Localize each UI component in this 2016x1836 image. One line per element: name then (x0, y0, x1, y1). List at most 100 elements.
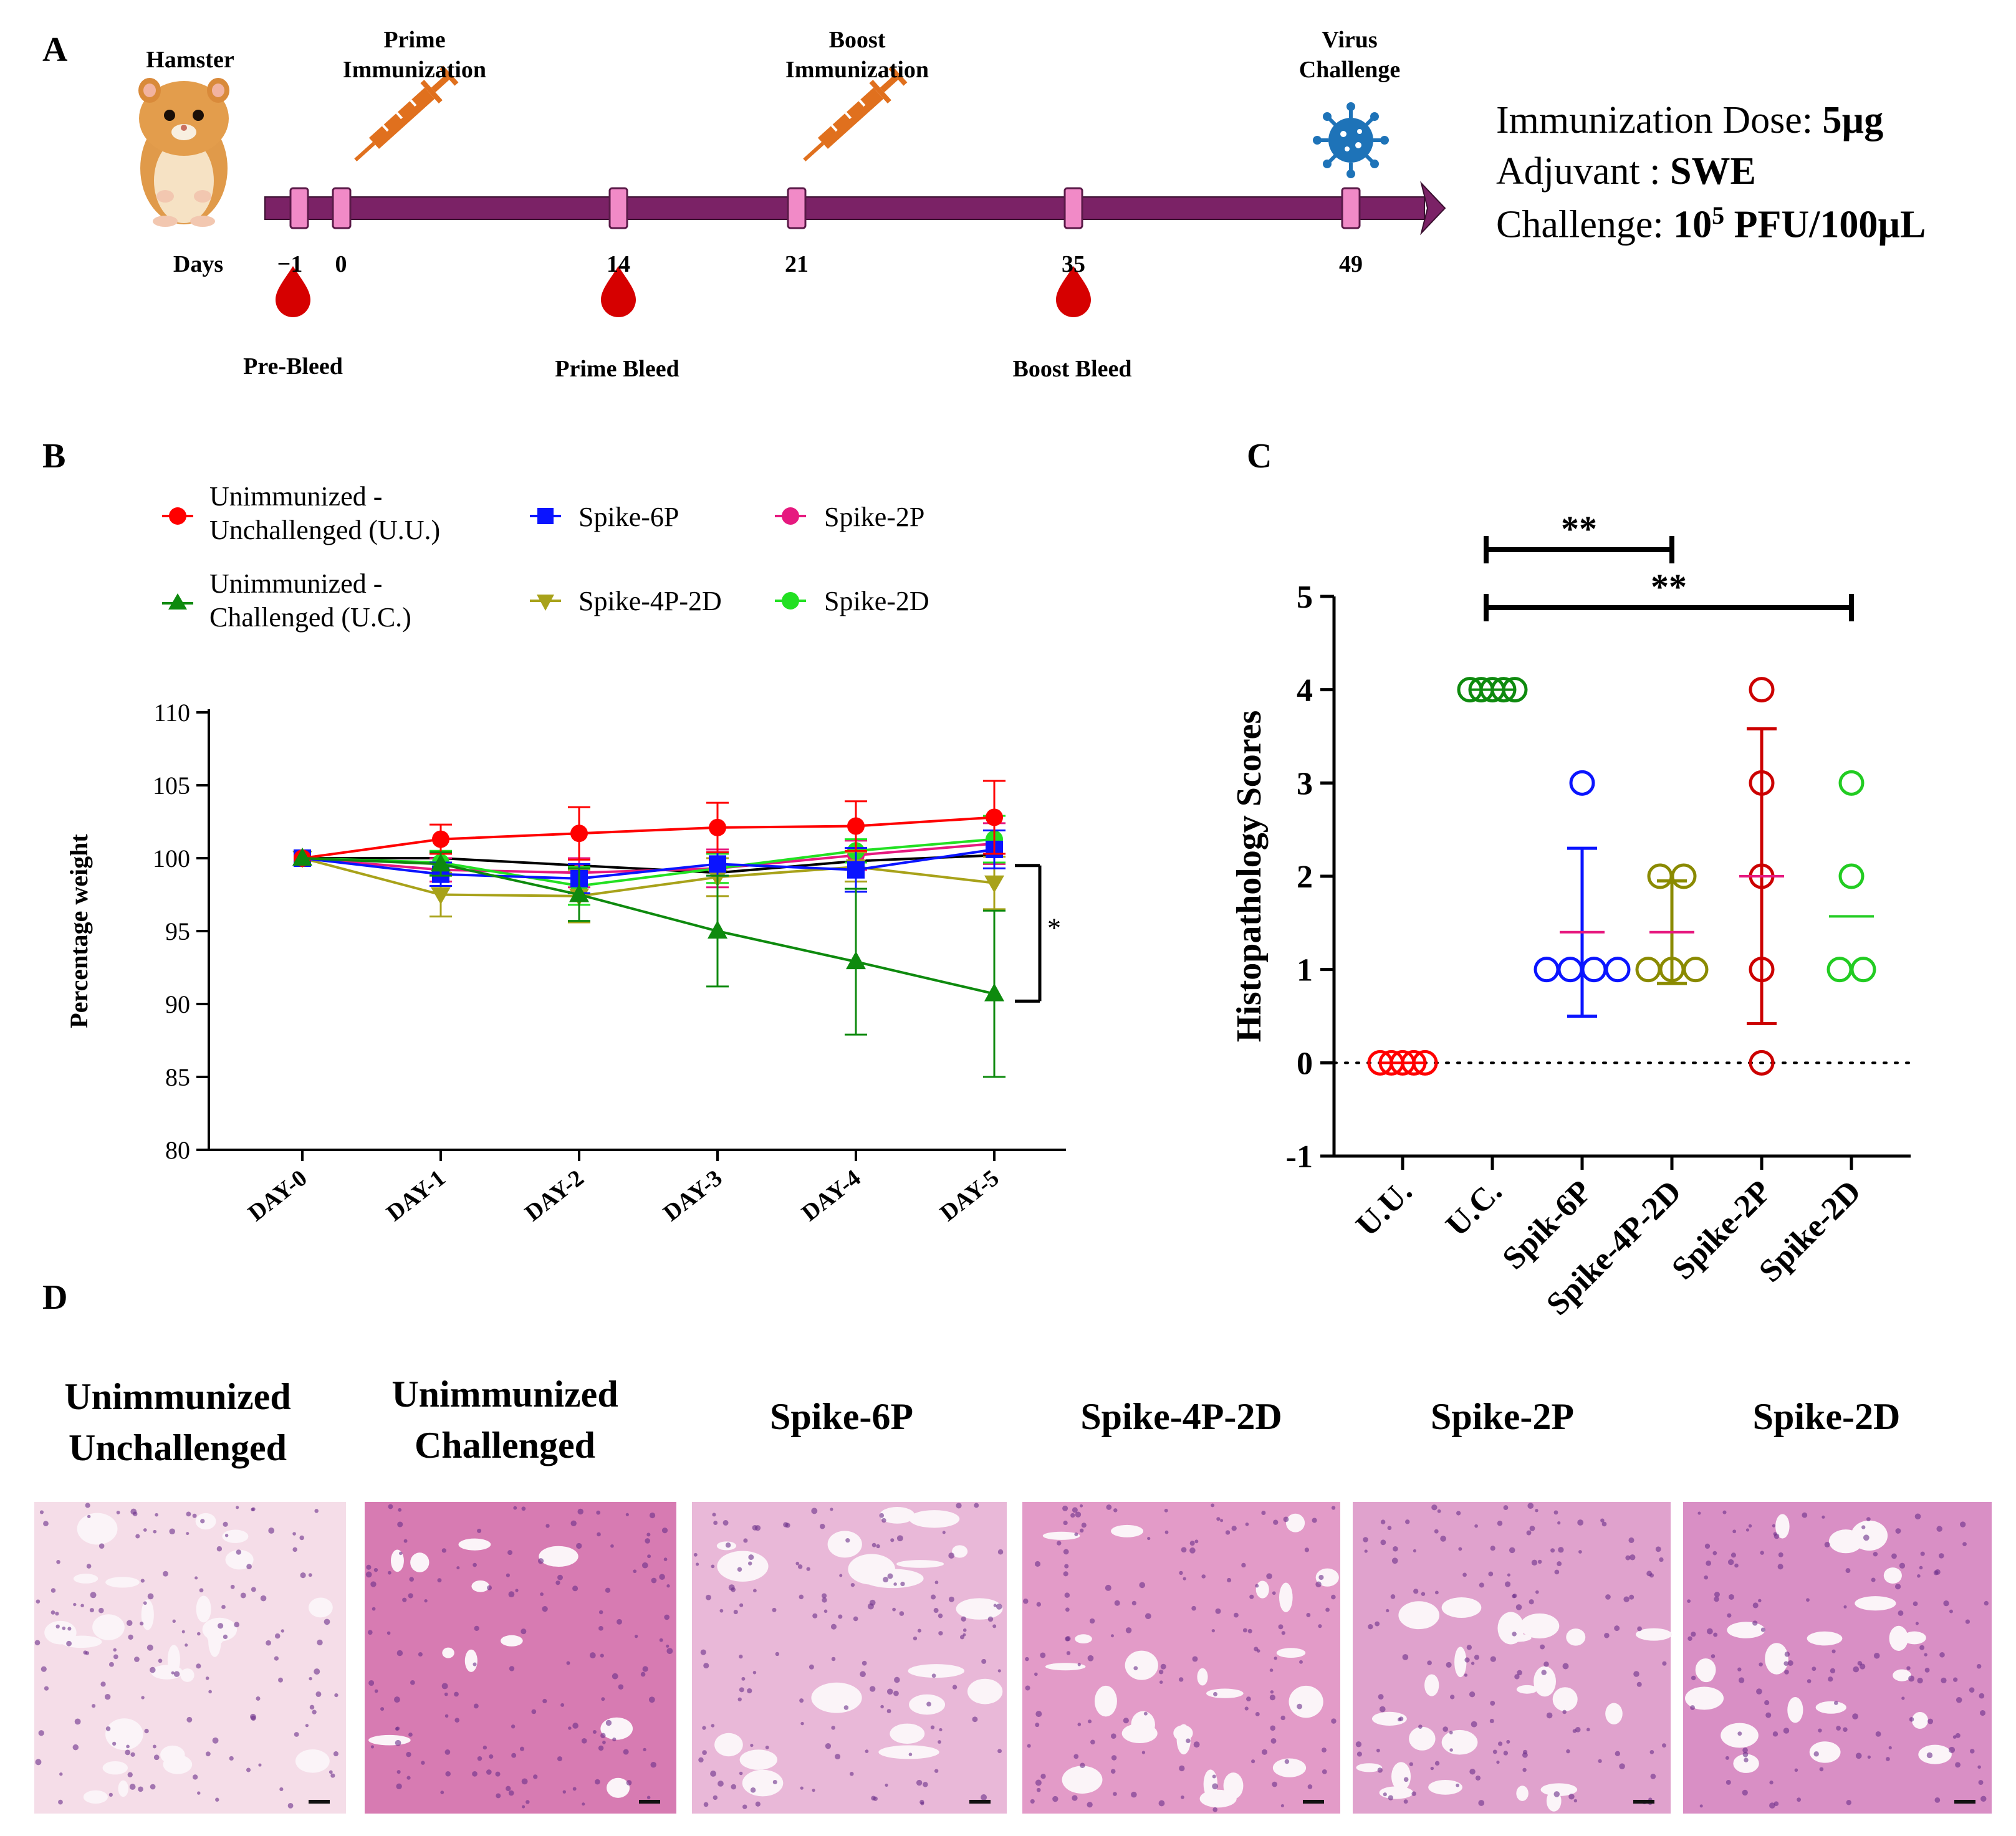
day-marker (1341, 187, 1361, 229)
nucleus (472, 1771, 478, 1777)
nucleus (1057, 1541, 1062, 1546)
nucleus (917, 1628, 922, 1633)
data-point (709, 818, 726, 836)
nucleus (1388, 1795, 1393, 1800)
nucleus (555, 1580, 560, 1585)
nucleus (1220, 1519, 1224, 1523)
nucleus (1917, 1574, 1921, 1578)
nucleus (920, 1801, 924, 1805)
nucleus (1405, 1519, 1410, 1524)
nucleus (330, 1773, 335, 1778)
nucleus (1512, 1594, 1516, 1599)
nucleus (292, 1547, 297, 1552)
alveolar-space (167, 1645, 180, 1675)
nucleus (913, 1636, 918, 1641)
alveolar-space (1255, 1580, 1269, 1599)
group-spike-2d (1826, 770, 1876, 983)
nucleus (246, 1564, 252, 1570)
nucleus (314, 1668, 320, 1675)
nucleus (445, 1771, 451, 1777)
nucleus (1655, 1546, 1661, 1552)
nucleus (1783, 1728, 1790, 1734)
nucleus (1558, 1547, 1564, 1553)
nucleus (1577, 1519, 1584, 1526)
nucleus (799, 1698, 804, 1703)
data-point (847, 861, 865, 879)
nucleus (1759, 1662, 1763, 1666)
nucleus (1158, 1800, 1165, 1807)
day-tick: 35 (1062, 251, 1085, 277)
nucleus (1376, 1748, 1380, 1752)
nucleus (387, 1571, 391, 1575)
alveolar-space (1534, 1666, 1556, 1697)
nucleus (1421, 1592, 1426, 1596)
nucleus (830, 1623, 837, 1630)
alveolar-space (742, 1769, 784, 1797)
nucleus (1527, 1503, 1534, 1509)
nucleus (1727, 1613, 1732, 1618)
legend-marker-2d (775, 592, 806, 610)
nucleus (1601, 1521, 1607, 1527)
data-point (1671, 863, 1697, 889)
alveolar-space (60, 1635, 102, 1648)
nucleus (260, 1595, 267, 1602)
nucleus (1283, 1516, 1289, 1523)
nucleus (403, 1539, 408, 1543)
nucleus (1034, 1561, 1041, 1567)
nucleus (666, 1584, 670, 1588)
nucleus (402, 1597, 407, 1602)
nucleus (1706, 1560, 1712, 1566)
nucleus (1845, 1568, 1851, 1574)
data-point (1749, 1049, 1775, 1076)
nucleus (1244, 1706, 1249, 1711)
nucleus (598, 1625, 603, 1631)
nucleus (752, 1524, 758, 1531)
nucleus (666, 1648, 673, 1655)
nucleus (398, 1508, 402, 1512)
nucleus (1714, 1592, 1720, 1598)
nucleus (440, 1791, 444, 1795)
nucleus (748, 1554, 754, 1561)
nucleus (1578, 1550, 1582, 1554)
nucleus (192, 1513, 197, 1518)
data-point (431, 853, 451, 872)
nucleus (482, 1745, 487, 1750)
nucleus (1321, 1748, 1327, 1753)
nucleus (388, 1504, 393, 1509)
timeline-diagram (138, 65, 1446, 317)
nucleus (1398, 1718, 1402, 1722)
nucleus (1322, 1769, 1327, 1774)
alveolar-space (410, 1552, 430, 1572)
alveolar-space (880, 1507, 915, 1524)
nucleus (923, 1782, 928, 1787)
alveolar-space (1855, 1596, 1896, 1611)
nucleus (1772, 1731, 1778, 1737)
nucleus (713, 1795, 718, 1800)
nucleus (250, 1713, 256, 1720)
alveolar-space (458, 1538, 491, 1551)
nucleus (521, 1628, 527, 1635)
nucleus (997, 1549, 1004, 1555)
nucleus (173, 1671, 180, 1677)
nucleus (1687, 1599, 1691, 1603)
nucleus (406, 1751, 411, 1757)
nucleus (312, 1709, 317, 1714)
boost-immunization-label: Boost Immunization (785, 27, 929, 83)
nucleus (1479, 1582, 1484, 1588)
weight-legend-markers (162, 507, 806, 611)
nucleus (741, 1676, 746, 1681)
nucleus (664, 1614, 670, 1620)
nucleus (1469, 1691, 1476, 1698)
nucleus (1261, 1510, 1266, 1515)
nucleus (477, 1756, 482, 1761)
nucleus (150, 1784, 156, 1790)
nucleus (112, 1741, 117, 1746)
nucleus (582, 1802, 585, 1806)
nucleus (1272, 1781, 1277, 1787)
nucleus (507, 1550, 513, 1556)
nucleus (648, 1696, 655, 1703)
nucleus (133, 1511, 138, 1516)
nucleus (1255, 1584, 1259, 1588)
alveolar-space (1918, 1744, 1952, 1764)
alveolar-space (1111, 1524, 1144, 1537)
